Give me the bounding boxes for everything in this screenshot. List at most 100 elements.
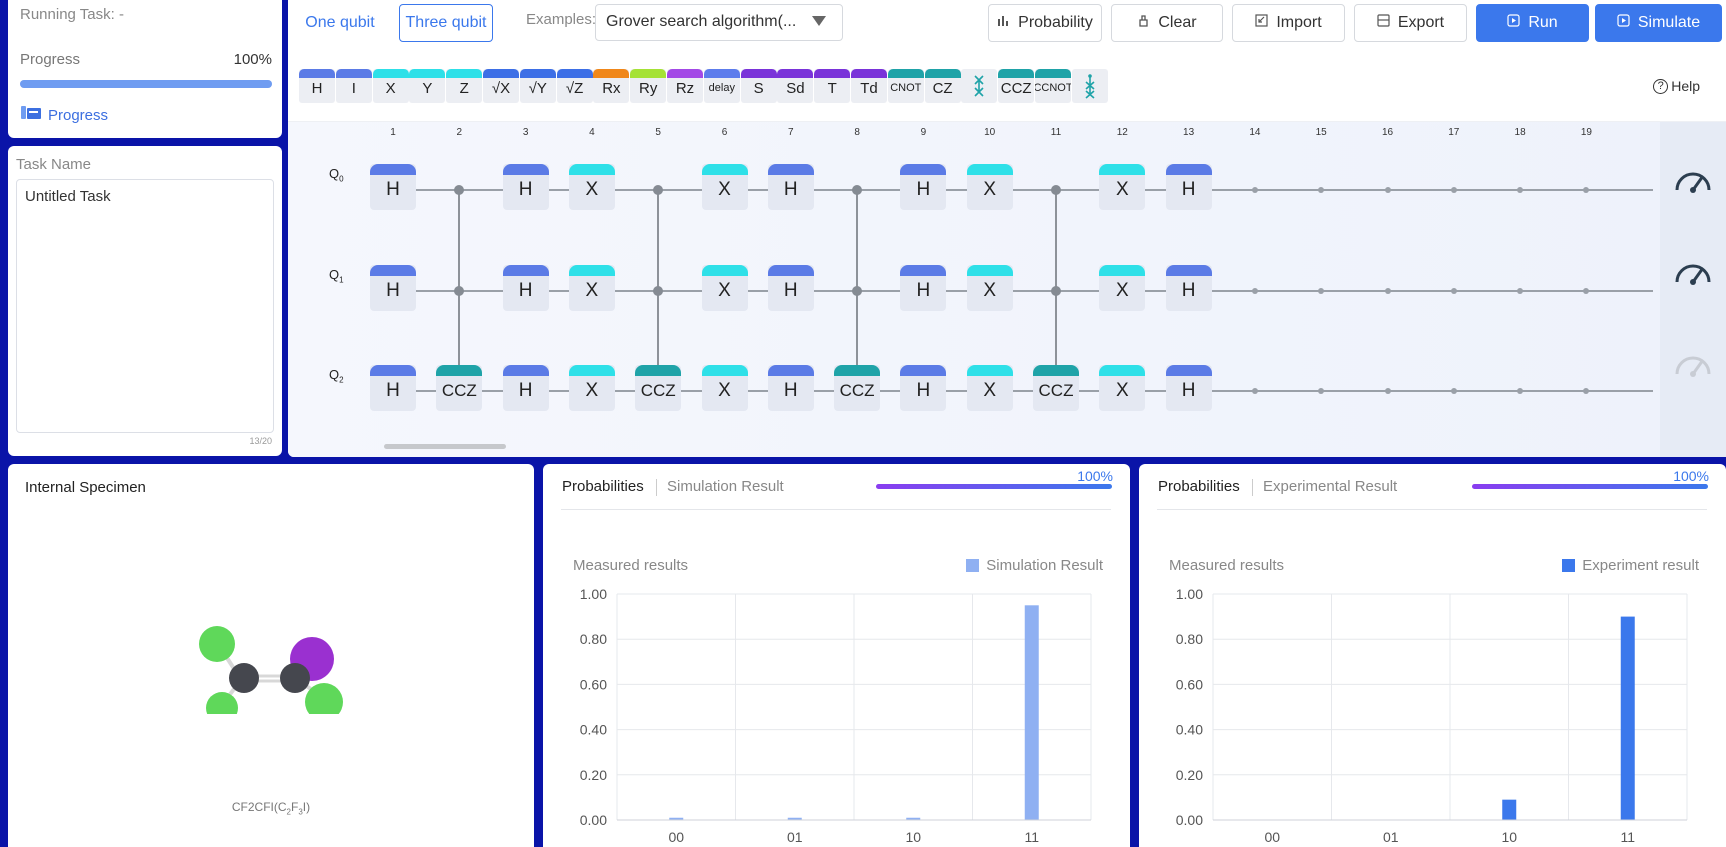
progress-link[interactable]: Progress [20,105,108,125]
tab-simulation-result[interactable]: Simulation Result [667,478,784,495]
horizontal-scrollbar[interactable] [384,444,506,449]
empty-slot[interactable] [1517,288,1524,294]
palette-gate-h[interactable]: H [299,69,335,103]
gate-h[interactable]: H [502,265,549,311]
help-button[interactable]: ? Help [1653,78,1700,94]
control-dot[interactable] [454,286,465,296]
palette-gate-cz[interactable]: CZ [924,69,961,103]
export-button[interactable]: Export [1354,4,1467,42]
simulate-button[interactable]: Simulate [1595,4,1722,42]
meter-icon[interactable] [1673,348,1713,378]
empty-slot[interactable] [1583,187,1590,193]
control-dot[interactable] [852,286,863,296]
empty-slot[interactable] [1450,388,1457,394]
gate-x[interactable]: X [701,164,748,210]
gate-x[interactable]: X [568,265,615,311]
tab-probabilities[interactable]: Probabilities [562,478,644,495]
three-qubit-tab[interactable]: Three qubit [399,4,493,42]
empty-slot[interactable] [1251,388,1258,394]
gate-x[interactable]: X [1099,265,1146,311]
gate-h[interactable]: H [1165,365,1212,411]
gate-ccz[interactable]: CCZ [1033,365,1079,411]
palette-gate-ccz[interactable]: CCZ [998,69,1035,103]
one-qubit-tab[interactable]: One qubit [297,4,383,42]
gate-h[interactable]: H [1165,164,1212,210]
meter-icon[interactable] [1673,164,1713,194]
task-name-input[interactable] [16,179,274,433]
import-button[interactable]: Import [1232,4,1345,42]
gate-x[interactable]: X [1099,164,1146,210]
palette-gate-rx[interactable]: Rx [593,69,630,103]
gate-ccz[interactable]: CCZ [834,365,881,411]
palette-gate-x[interactable]: X [372,69,409,103]
control-dot[interactable] [852,185,863,195]
gate-ccz[interactable]: CCZ [436,365,483,411]
empty-slot[interactable] [1583,388,1590,394]
chart-legend[interactable]: Experiment result [1562,557,1699,574]
palette-gate-x[interactable]: √X [483,69,519,103]
palette-gate-y[interactable]: √Y [519,69,556,103]
palette-gate-t[interactable]: T [814,69,851,103]
gate-x[interactable]: X [568,365,615,411]
cswap-icon[interactable] [1071,69,1108,103]
palette-gate-i[interactable]: I [335,69,372,103]
gate-x[interactable]: X [1099,365,1146,411]
gate-x[interactable]: X [966,365,1013,411]
meter-icon[interactable] [1673,256,1713,286]
empty-slot[interactable] [1450,288,1457,294]
empty-slot[interactable] [1251,288,1258,294]
gate-h[interactable]: H [1165,265,1212,311]
chart-legend[interactable]: Simulation Result [966,557,1103,574]
gate-h[interactable]: H [900,365,947,411]
empty-slot[interactable] [1318,187,1325,193]
palette-gate-rz[interactable]: Rz [667,69,703,103]
gate-h[interactable]: H [900,265,947,311]
empty-slot[interactable] [1384,288,1391,294]
palette-gate-sd[interactable]: Sd [777,69,814,103]
empty-slot[interactable] [1318,288,1325,294]
control-dot[interactable] [1051,185,1061,195]
gate-h[interactable]: H [370,265,416,311]
palette-gate-z[interactable]: Z [446,69,483,103]
tab-experimental-result[interactable]: Experimental Result [1263,478,1398,495]
gate-h[interactable]: H [502,365,549,411]
palette-gate-ry[interactable]: Ry [630,69,667,103]
gate-h[interactable]: H [900,164,947,210]
palette-gate-ccnot[interactable]: CCNOT [1035,69,1071,103]
palette-gate-td[interactable]: Td [851,69,887,103]
gate-h[interactable]: H [767,265,814,311]
empty-slot[interactable] [1517,187,1524,193]
empty-slot[interactable] [1251,187,1258,193]
run-button[interactable]: Run [1476,4,1589,42]
clear-button[interactable]: Clear [1111,4,1223,42]
control-dot[interactable] [454,185,465,195]
palette-gate-s[interactable]: S [740,69,777,103]
empty-slot[interactable] [1517,388,1524,394]
empty-slot[interactable] [1450,187,1457,193]
probability-button[interactable]: Probability [988,4,1102,42]
examples-select[interactable]: Grover search algorithm(... [595,4,843,41]
tab-probabilities[interactable]: Probabilities [1158,478,1240,495]
swap-icon[interactable] [961,69,998,103]
gate-x[interactable]: X [701,265,748,311]
empty-slot[interactable] [1384,388,1391,394]
gate-h[interactable]: H [370,164,416,210]
empty-slot[interactable] [1384,187,1391,193]
gate-x[interactable]: X [966,265,1013,311]
gate-h[interactable]: H [767,164,814,210]
control-dot[interactable] [1051,286,1061,296]
empty-slot[interactable] [1583,288,1590,294]
palette-gate-y[interactable]: Y [409,69,446,103]
gate-x[interactable]: X [966,164,1013,210]
empty-slot[interactable] [1318,388,1325,394]
gate-h[interactable]: H [767,365,814,411]
gate-h[interactable]: H [502,164,549,210]
gate-x[interactable]: X [568,164,615,210]
control-dot[interactable] [653,286,664,296]
palette-gate-cnot[interactable]: CNOT [887,69,924,103]
palette-gate-delay[interactable]: delay [703,69,740,103]
gate-x[interactable]: X [701,365,748,411]
gate-h[interactable]: H [370,365,416,411]
control-dot[interactable] [653,185,664,195]
palette-gate-z[interactable]: √Z [556,69,593,103]
